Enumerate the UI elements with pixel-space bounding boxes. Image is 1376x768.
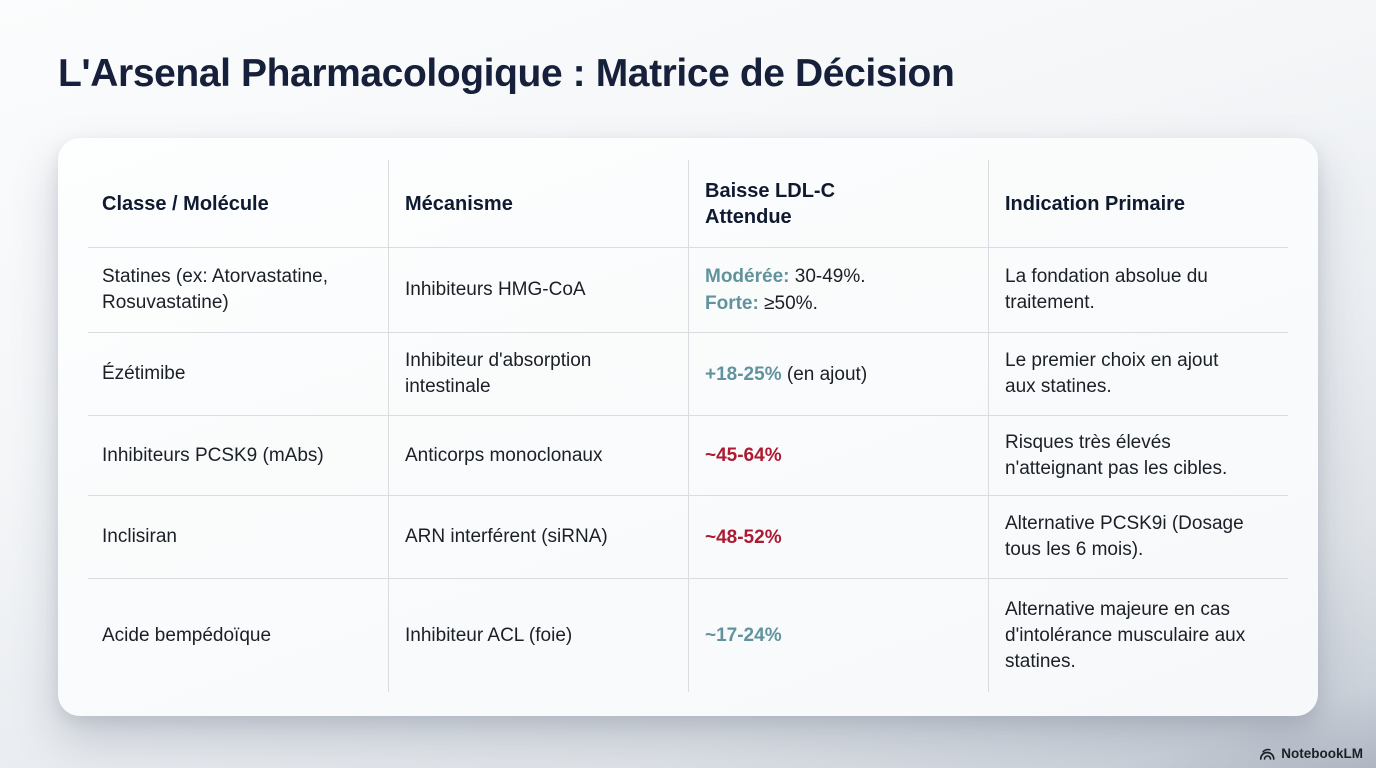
ldl-highlight: ~17-24% bbox=[705, 625, 782, 646]
ldl-value-line: ~17-24% bbox=[705, 622, 960, 649]
ldl-plain-text: ≥50%. bbox=[758, 293, 818, 314]
indication-text: Alternative PCSK9i (Dosage tous les 6 mo… bbox=[1005, 513, 1244, 560]
cell-baisse: ~45-64% bbox=[688, 416, 988, 495]
ldl-plain-text: (en ajout) bbox=[781, 363, 868, 385]
classe-text: Acide bempédoïque bbox=[102, 624, 272, 646]
column-header-classe: Classe / Molécule bbox=[88, 160, 388, 247]
column-header-label: Indication Primaire bbox=[1005, 192, 1186, 215]
indication-text: La fondation absolue du traitement. bbox=[1005, 266, 1208, 313]
classe-text: Statines (ex: Atorvastatine, Rosuvastati… bbox=[102, 266, 329, 313]
notebooklm-logo-icon bbox=[1260, 748, 1275, 760]
cell-indication: Alternative PCSK9i (Dosage tous les 6 mo… bbox=[988, 496, 1288, 578]
brand-label: NotebookLM bbox=[1281, 746, 1363, 761]
ldl-highlight: ~48-52% bbox=[705, 526, 782, 548]
cell-mecanisme: Inhibiteurs HMG-CoA bbox=[388, 248, 688, 332]
ldl-plain-text: 30-49%. bbox=[789, 266, 866, 287]
ldl-value-line: ~48-52% bbox=[705, 524, 960, 551]
table-header-row: Classe / Molécule Mécanisme Baisse LDL-C… bbox=[88, 160, 1288, 248]
classe-text: Inclisiran bbox=[102, 526, 177, 547]
cell-indication: La fondation absolue du traitement. bbox=[988, 248, 1288, 332]
indication-text: Alternative majeure en cas d'intolérance… bbox=[1005, 598, 1246, 672]
notebooklm-watermark: NotebookLM bbox=[1259, 746, 1363, 761]
ldl-value-line: Modérée: 30-49%. bbox=[705, 263, 960, 290]
cell-baisse: ~48-52% bbox=[688, 496, 988, 578]
column-header-baisse-ldl: Baisse LDL-C Attendue bbox=[688, 160, 988, 247]
cell-mecanisme: Inhibiteur d'absorption intestinale bbox=[388, 333, 688, 415]
column-header-indication: Indication Primaire bbox=[988, 160, 1288, 247]
cell-mecanisme: Anticorps monoclonaux bbox=[388, 416, 688, 495]
ldl-highlight: Modérée: bbox=[705, 266, 790, 287]
indication-text: Le premier choix en ajout aux statines. bbox=[1005, 350, 1219, 397]
column-header-label: Mécanisme bbox=[405, 192, 513, 215]
indication-text: Risques très élevés n'atteignant pas les… bbox=[1005, 431, 1228, 479]
cell-baisse: Modérée: 30-49%. Forte: ≥50%. bbox=[688, 248, 988, 332]
mecanisme-text: Inhibiteur ACL (foie) bbox=[405, 624, 573, 646]
mecanisme-text: ARN interférent (siRNA) bbox=[405, 526, 608, 547]
cell-mecanisme: ARN interférent (siRNA) bbox=[388, 496, 688, 578]
ldl-value-line: Forte: ≥50%. bbox=[705, 290, 960, 317]
ldl-highlight: ~45-64% bbox=[705, 445, 782, 466]
page-title: L'Arsenal Pharmacologique : Matrice de D… bbox=[58, 52, 955, 95]
column-header-mecanisme: Mécanisme bbox=[388, 160, 688, 247]
cell-indication: Le premier choix en ajout aux statines. bbox=[988, 333, 1288, 415]
cell-classe: Inhibiteurs PCSK9 (mAbs) bbox=[88, 416, 388, 495]
classe-text: Ézétimibe bbox=[102, 363, 186, 384]
classe-text: Inhibiteurs PCSK9 (mAbs) bbox=[102, 444, 324, 466]
cell-classe: Inclisiran bbox=[88, 496, 388, 578]
decision-matrix-table: Classe / Molécule Mécanisme Baisse LDL-C… bbox=[88, 160, 1288, 692]
decision-matrix-card: Classe / Molécule Mécanisme Baisse LDL-C… bbox=[58, 138, 1318, 716]
ldl-highlight: +18-25% bbox=[705, 363, 782, 385]
cell-classe: Acide bempédoïque bbox=[88, 579, 388, 692]
column-header-label: Classe / Molécule bbox=[102, 192, 269, 215]
table-row: Ézétimibe Inhibiteur d'absorption intesti… bbox=[88, 333, 1288, 416]
cell-classe: Statines (ex: Atorvastatine, Rosuvastati… bbox=[88, 248, 388, 332]
cell-baisse: +18-25% (en ajout) bbox=[688, 333, 988, 415]
table-row: Inhibiteurs PCSK9 (mAbs) Anticorps monocl… bbox=[88, 416, 1288, 496]
cell-baisse: ~17-24% bbox=[688, 579, 988, 692]
mecanisme-text: Inhibiteurs HMG-CoA bbox=[405, 279, 586, 300]
cell-mecanisme: Inhibiteur ACL (foie) bbox=[388, 579, 688, 692]
column-header-label: Baisse LDL-C Attendue bbox=[705, 179, 836, 228]
cell-indication: Alternative majeure en cas d'intolérance… bbox=[988, 579, 1288, 692]
ldl-value-line: +18-25% (en ajout) bbox=[705, 361, 960, 388]
ldl-highlight: Forte: bbox=[705, 293, 759, 314]
table-row: Acide bempédoïque Inhibiteur ACL (foie) ~1… bbox=[88, 579, 1288, 692]
mecanisme-text: Inhibiteur d'absorption intestinale bbox=[405, 350, 592, 397]
cell-classe: Ézétimibe bbox=[88, 333, 388, 415]
ldl-value-line: ~45-64% bbox=[705, 442, 960, 469]
cell-indication: Risques très élevés n'atteignant pas les… bbox=[988, 416, 1288, 495]
table-row: Statines (ex: Atorvastatine, Rosuvastati… bbox=[88, 248, 1288, 333]
mecanisme-text: Anticorps monoclonaux bbox=[405, 444, 603, 466]
table-row: Inclisiran ARN interférent (siRNA) ~48-52%… bbox=[88, 496, 1288, 579]
